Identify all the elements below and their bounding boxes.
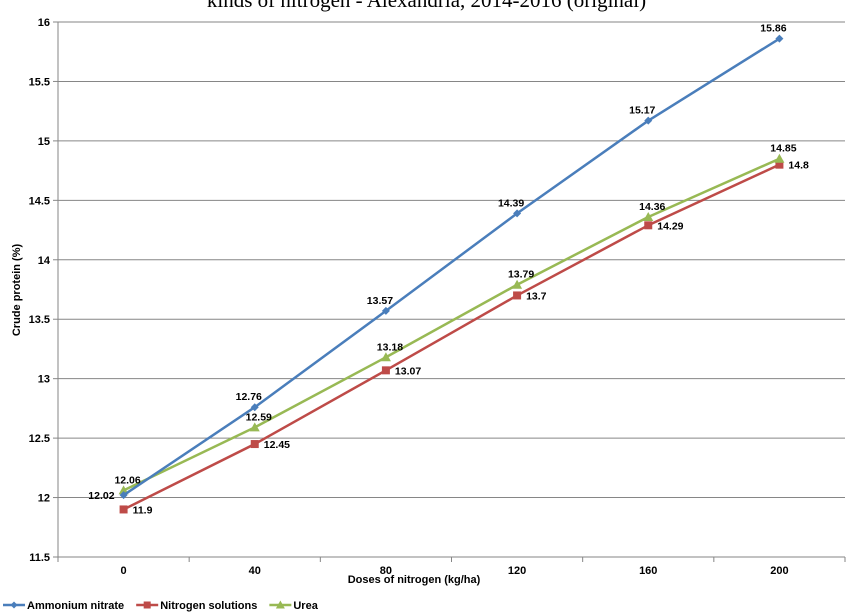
legend: Ammonium nitrate Nitrogen solutions Urea	[3, 600, 319, 612]
data-label: 13.7	[526, 290, 547, 302]
series-group	[118, 34, 785, 514]
gridlines	[58, 21, 845, 558]
data-label: 13.07	[395, 365, 421, 377]
series-line-ammonium-nitrate	[122, 37, 781, 497]
data-point	[381, 306, 390, 315]
x-tick-label: 40	[249, 565, 261, 577]
legend-item-urea: Urea	[269, 600, 319, 612]
series-line-urea	[123, 157, 780, 492]
data-point	[644, 221, 653, 230]
x-tick-label: 160	[639, 565, 657, 577]
series-nitrogen-solutions	[119, 160, 784, 514]
data-point	[513, 209, 522, 218]
data-label: 15.86	[760, 23, 786, 35]
data-point	[774, 153, 785, 163]
x-tick-label: 120	[508, 565, 526, 577]
y-tick-label: 13	[38, 374, 50, 386]
data-label: 12.59	[246, 411, 272, 423]
data-label: 14.36	[639, 201, 665, 213]
data-point	[250, 403, 259, 412]
y-axis-ticks: 11.5 12 12.5 13 13.5 14 14.5 15 15.5 16	[29, 17, 58, 564]
y-tick-label: 14	[38, 255, 51, 267]
x-axis-title: Doses of nitrogen (kg/ha)	[348, 574, 481, 586]
chart-title: kinds of nitrogen - Alexandria, 2014-201…	[206, 0, 647, 12]
data-label: 15.17	[629, 105, 655, 117]
legend-marker	[275, 600, 285, 609]
data-point	[380, 352, 391, 362]
data-label: 12.06	[114, 474, 140, 486]
data-label: 14.85	[770, 143, 796, 155]
y-tick-label: 12.5	[29, 433, 50, 445]
data-label: 14.29	[657, 220, 683, 232]
data-point	[381, 366, 390, 375]
data-label: 12.76	[236, 391, 262, 403]
data-point	[644, 116, 653, 125]
y-tick-label: 11.5	[29, 552, 50, 564]
x-tick-label: 80	[380, 565, 392, 577]
data-label: 11.9	[133, 504, 153, 516]
data-label: 14.39	[498, 197, 524, 209]
legend-label: Nitrogen solutions	[160, 600, 257, 612]
y-tick-label: 12	[38, 493, 50, 505]
data-label: 12.02	[88, 490, 114, 502]
data-label: 14.8	[788, 160, 809, 172]
data-point	[775, 160, 784, 169]
data-labels: 12.02 12.76 13.57 14.39 15.17 15.86 11.9 12.45 1…	[88, 23, 809, 517]
legend-label: Ammonium nitrate	[27, 600, 124, 612]
data-point	[249, 422, 260, 432]
data-point	[119, 491, 128, 500]
data-label: 13.57	[367, 295, 393, 307]
legend-item-nitrogen-solutions: Nitrogen solutions	[136, 600, 257, 612]
data-point	[513, 291, 522, 300]
y-tick-label: 16	[38, 17, 50, 29]
data-label: 13.79	[508, 269, 534, 281]
y-axis-title: Crude protein (%)	[11, 244, 23, 337]
legend-item-ammonium-nitrate: Ammonium nitrate	[3, 600, 124, 612]
data-point	[775, 34, 784, 43]
y-tick-label: 14.5	[29, 195, 50, 207]
series-ammonium-nitrate	[119, 34, 784, 500]
x-axis-ticks: 0 40 80 120 160 200	[57, 557, 846, 577]
legend-marker	[143, 601, 151, 609]
x-tick-label: 200	[770, 565, 788, 577]
data-point	[250, 440, 259, 449]
data-point	[643, 211, 654, 221]
y-tick-label: 15	[38, 136, 50, 148]
y-tick-label: 15.5	[29, 76, 50, 88]
y-tick-label: 13.5	[29, 314, 50, 326]
legend-marker	[10, 601, 18, 609]
series-line-nitrogen-solutions	[123, 163, 780, 511]
x-tick-label: 0	[121, 565, 127, 577]
series-urea	[118, 153, 785, 495]
data-point	[512, 279, 523, 289]
legend-label: Urea	[293, 600, 318, 612]
data-label: 12.45	[264, 439, 290, 451]
data-label: 13.18	[377, 341, 403, 353]
data-point	[119, 505, 128, 514]
